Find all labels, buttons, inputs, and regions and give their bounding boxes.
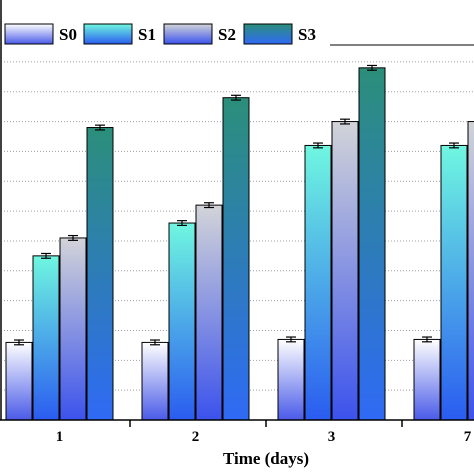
error-bar xyxy=(204,202,214,209)
bar-s0-day-7 xyxy=(413,338,441,421)
legend-label-s1: S1 xyxy=(138,25,156,44)
error-bar xyxy=(231,94,241,101)
bar-s1-day-1 xyxy=(32,255,60,421)
error-bar xyxy=(177,220,187,227)
bar-s2-day-1 xyxy=(59,237,87,421)
axes: 1 2 3 7 xyxy=(0,0,474,445)
bar-s0-day-1 xyxy=(5,341,33,421)
error-bar xyxy=(41,252,51,259)
error-bar xyxy=(14,339,24,346)
bar-s1-day-3 xyxy=(304,144,332,421)
error-bar xyxy=(313,142,323,149)
bar-s2-day-7 xyxy=(467,121,474,421)
bar-s0-day-2 xyxy=(141,341,169,421)
x-tick-label-3: 3 xyxy=(328,429,336,445)
x-tick-label-1: 1 xyxy=(56,429,64,445)
legend-swatch-s2 xyxy=(163,23,213,45)
bar-s1-day-7 xyxy=(440,144,468,421)
bar-s3-day-1 xyxy=(86,127,114,421)
error-bar xyxy=(367,64,377,71)
bar-s2-day-2 xyxy=(195,204,223,421)
x-tick-label-2: 2 xyxy=(192,429,200,445)
bars xyxy=(5,64,474,421)
bar-s1-day-2 xyxy=(168,222,196,421)
legend-swatch-s1 xyxy=(83,23,133,45)
bar-s3-day-2 xyxy=(222,97,250,421)
bar-s2-day-3 xyxy=(331,121,359,421)
legend-label-s0: S0 xyxy=(59,25,77,44)
legend-swatch-s0 xyxy=(4,23,54,45)
x-tick-label-7: 7 xyxy=(464,429,472,445)
error-bar xyxy=(150,339,160,346)
error-bar xyxy=(68,234,78,241)
error-bar xyxy=(286,336,296,343)
error-bar xyxy=(449,142,459,149)
legend-swatch-s3 xyxy=(243,23,293,45)
bar-s0-day-3 xyxy=(277,338,305,421)
legend-label-s3: S3 xyxy=(298,25,316,44)
legend-label-s2: S2 xyxy=(218,25,236,44)
error-bar xyxy=(340,118,350,125)
error-bar xyxy=(95,124,105,131)
legend: S0 S1 S2 S3 xyxy=(4,23,474,46)
x-axis-title: Time (days) xyxy=(223,449,309,468)
error-bar xyxy=(422,336,432,343)
bar-s3-day-3 xyxy=(358,67,386,421)
